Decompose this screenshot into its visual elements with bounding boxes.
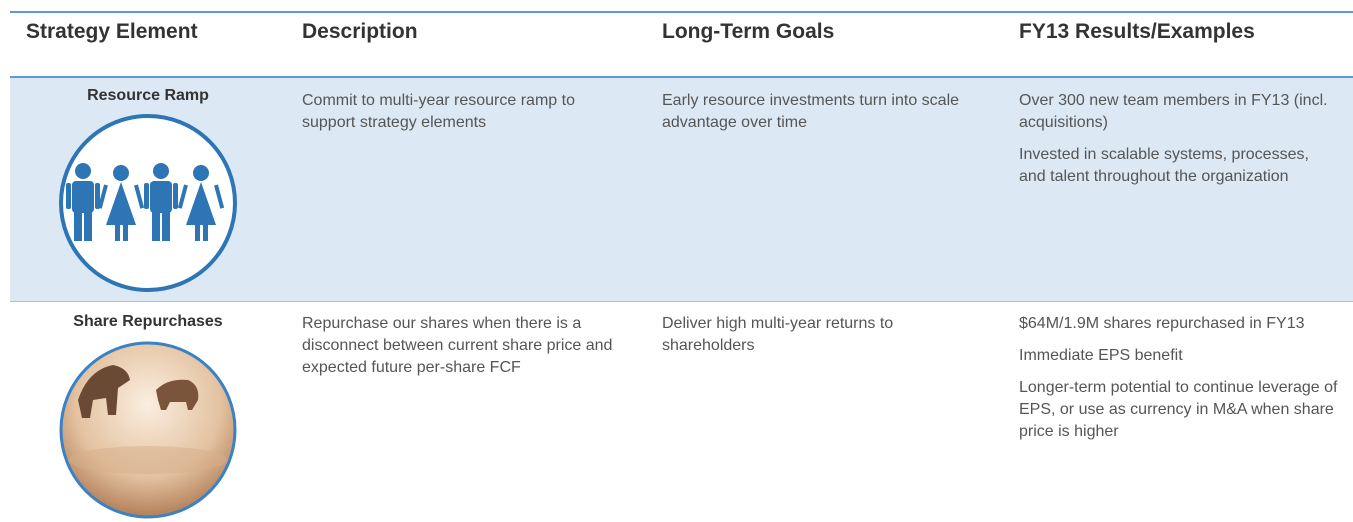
- result-item: Immediate EPS benefit: [1019, 345, 1339, 367]
- people-icon: [58, 113, 238, 293]
- header-cell: FY13 Results/Examples: [1019, 20, 1255, 44]
- result-item: Over 300 new team members in FY13 (incl.…: [1019, 90, 1339, 134]
- result-item: $64M/1.9M shares repurchased in FY13: [1019, 313, 1339, 335]
- row-rule: [10, 301, 1353, 302]
- top-rule: [10, 11, 1353, 13]
- header-cell: Strategy Element: [26, 20, 198, 44]
- element-title: Resource Ramp: [10, 87, 286, 105]
- goals: Early resource investments turn into sca…: [662, 90, 962, 134]
- description: Repurchase our shares when there is a di…: [302, 313, 632, 379]
- bull-bear-image: [58, 340, 238, 520]
- description: Commit to multi-year resource ramp to su…: [302, 90, 622, 134]
- element-title: Share Repurchases: [10, 313, 286, 331]
- goals: Deliver high multi-year returns to share…: [662, 313, 962, 357]
- header-cell: Description: [302, 20, 418, 44]
- result-item: Longer-term potential to continue levera…: [1019, 377, 1339, 443]
- results: Over 300 new team members in FY13 (incl.…: [1019, 90, 1339, 198]
- results: $64M/1.9M shares repurchased in FY13 Imm…: [1019, 313, 1339, 453]
- page: Strategy Element Description Long-Term G…: [0, 0, 1353, 522]
- header-cell: Long-Term Goals: [662, 20, 834, 44]
- result-item: Invested in scalable systems, processes,…: [1019, 144, 1339, 188]
